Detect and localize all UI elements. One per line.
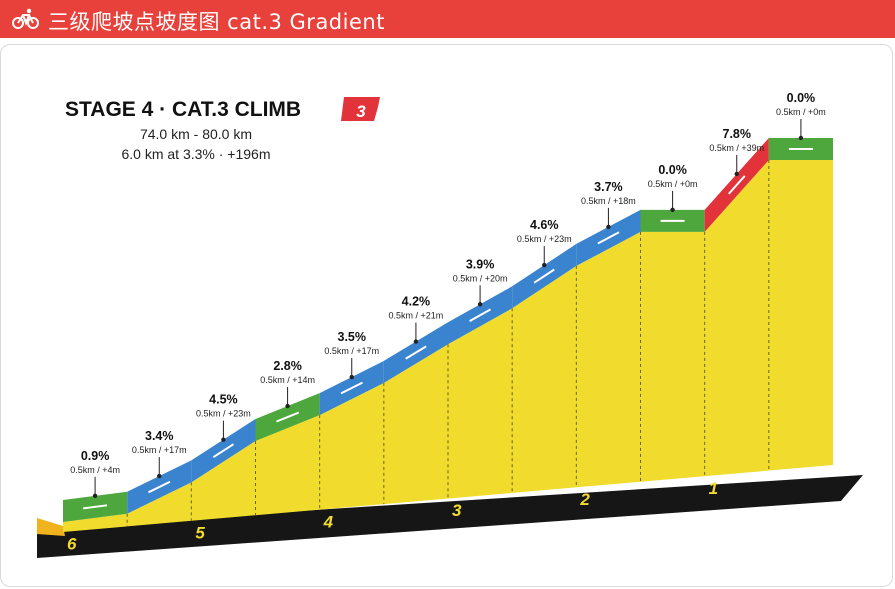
bicycle-icon: [12, 8, 40, 35]
km-ticks: 6 5 4 3 2 1: [67, 479, 718, 554]
grade-label-11: 7.8%: [723, 127, 752, 141]
leader-dot-1: [92, 493, 98, 499]
km-tick-3: 3: [452, 501, 462, 520]
detail-label-4: 0.5km / +14m: [260, 375, 315, 385]
grade-label-1: 0.9%: [81, 449, 110, 463]
detail-label-8: 0.5km / +23m: [517, 234, 572, 244]
detail-label-3: 0.5km / +23m: [196, 409, 251, 419]
summary-label: 6.0 km at 3.3% · +196m: [121, 146, 270, 162]
grade-label-3: 4.5%: [209, 393, 238, 407]
start-ramp: [37, 518, 65, 536]
leader-dot-6: [413, 339, 419, 344]
leader-dot-7: [477, 302, 483, 307]
header-bar: 三级爬坡点坡度图 cat.3 Gradient: [0, 0, 895, 38]
chart-panel: 0.9% 0.5km / +4m 3.4% 0.5km / +17m 4.5% 0.5km…: [0, 44, 893, 587]
km-tick-4: 4: [323, 512, 334, 531]
base-band: [37, 475, 863, 558]
road-marking-11: [728, 175, 746, 195]
km-dividers: [126, 160, 770, 527]
road-marking-1: [83, 504, 108, 510]
grade-label-6: 4.2%: [402, 295, 431, 309]
leader-dot-12: [798, 135, 804, 141]
road-marking-2: [148, 480, 171, 494]
grade-label-10: 0.0%: [658, 163, 687, 177]
detail-label-12: 0.5km / +0m: [776, 107, 826, 117]
road-marking-7: [469, 308, 492, 322]
leader-dot-4: [285, 403, 290, 409]
grade-label-2: 3.4%: [145, 429, 174, 443]
road-marking-9: [597, 231, 620, 245]
category-badge-label: 3: [356, 102, 366, 121]
grade-label-9: 3.7%: [594, 180, 623, 194]
detail-label-9: 0.5km / +18m: [581, 196, 636, 206]
km-tick-1: 1: [709, 479, 718, 498]
grade-label-7: 3.9%: [466, 257, 495, 271]
road-segments: [63, 138, 833, 522]
gradient-chart: 0.9% 0.5km / +4m 3.4% 0.5km / +17m 4.5% 0.5km…: [37, 91, 863, 558]
leader-dot-11: [734, 171, 739, 177]
chart-base: [37, 475, 863, 558]
leader-dot-2: [157, 473, 162, 479]
km-tick-5: 5: [195, 523, 205, 542]
leader-dot-3: [221, 437, 226, 442]
leader-dot-10: [670, 207, 675, 213]
km-tick-2: 2: [579, 490, 590, 509]
leader-dot-8: [542, 262, 547, 268]
km-tick-6: 6: [67, 535, 77, 554]
detail-label-6: 0.5km / +21m: [389, 311, 444, 321]
grade-label-8: 4.6%: [530, 218, 559, 232]
road-marking-3: [212, 443, 235, 459]
detail-label-2: 0.5km / +17m: [132, 445, 187, 455]
detail-label-10: 0.5km / +0m: [648, 179, 698, 189]
leader-dot-9: [606, 224, 611, 230]
category-badge: 3: [341, 97, 380, 121]
grade-label-12: 0.0%: [787, 91, 816, 105]
detail-label-7: 0.5km / +20m: [453, 273, 508, 283]
road-marking-8: [533, 268, 555, 284]
page-title: 三级爬坡点坡度图 cat.3 Gradient: [48, 10, 385, 34]
grade-label-5: 3.5%: [338, 330, 367, 344]
detail-label-5: 0.5km / +17m: [324, 346, 379, 356]
segment-labels: 0.9% 0.5km / +4m 3.4% 0.5km / +17m 4.5% 0.5km…: [70, 91, 826, 499]
detail-label-11: 0.5km / +39m: [709, 143, 764, 153]
chart-title: STAGE 4 · CAT.3 CLIMB: [65, 98, 301, 121]
leader-dot-5: [349, 374, 354, 380]
road-marking-4: [276, 411, 300, 423]
road-marking-6: [405, 345, 427, 360]
road-marking-5: [340, 381, 363, 395]
range-label: 74.0 km - 80.0 km: [140, 126, 252, 142]
detail-label-1: 0.5km / +4m: [70, 465, 120, 475]
grade-label-4: 2.8%: [273, 359, 302, 373]
